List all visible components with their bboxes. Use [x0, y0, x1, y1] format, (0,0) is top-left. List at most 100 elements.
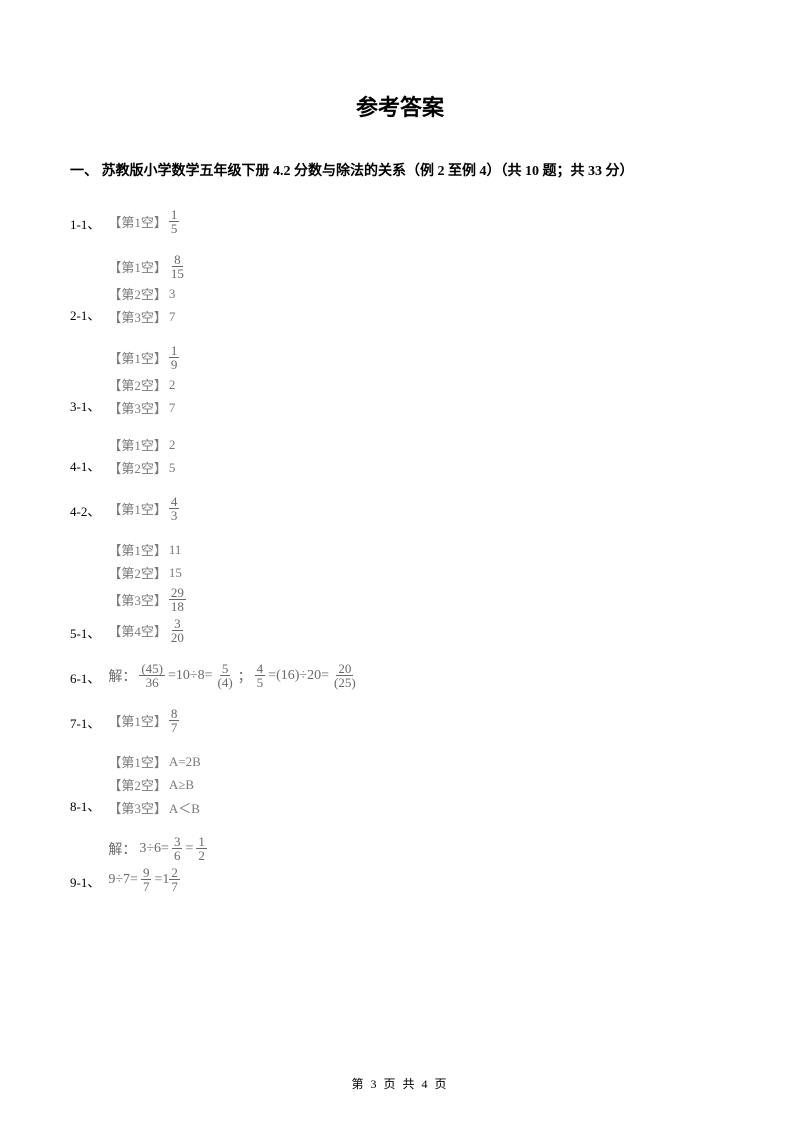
fraction: 2 7: [169, 866, 180, 893]
blank-line: 【第1空】 8 15: [108, 253, 186, 280]
fraction: 29 18: [169, 586, 186, 613]
blank-line: 【第1空】 2: [108, 435, 175, 454]
blank-value: 5: [169, 460, 176, 476]
eq-text: =(16)÷20=: [268, 668, 329, 684]
blank-tag: 【第1空】: [108, 711, 167, 730]
answer-5-1: 5-1、 【第1空】 11 【第2空】 15 【第3空】 29 18 【第4空】…: [70, 540, 730, 644]
blank-tag: 【第3空】: [108, 307, 167, 326]
blank-value: 2: [169, 437, 176, 453]
blank-line: 【第2空】 A≥B: [108, 775, 200, 794]
fraction: 1 5: [169, 208, 180, 235]
fraction: (45) 36: [139, 662, 165, 689]
blank-line: 【第4空】 3 20: [108, 617, 186, 644]
fraction: 3 20: [169, 617, 186, 644]
blank-tag: 【第1空】: [108, 540, 167, 559]
answer-2-1: 2-1、 【第1空】 8 15 【第2空】 3 【第3空】 7: [70, 253, 730, 326]
mixed-number: =1 2 7: [154, 866, 179, 893]
answer-content: 【第1空】 1 5: [108, 208, 179, 235]
answer-3-1: 3-1、 【第1空】 1 9 【第2空】 2 【第3空】 7: [70, 344, 730, 417]
blank-tag: 【第2空】: [108, 458, 167, 477]
blank-tag: 【第1空】: [108, 257, 167, 276]
answer-content: 【第1空】 11 【第2空】 15 【第3空】 29 18 【第4空】 3 20: [108, 540, 186, 644]
answer-label: 8-1、: [70, 796, 100, 817]
blank-line: 【第1空】 4 3: [108, 495, 179, 522]
blank-value: 15: [169, 565, 182, 581]
blank-tag: 【第2空】: [108, 375, 167, 394]
answer-content: 解： 3÷6= 3 6 = 1 2 9÷7= 9 7 =1 2 7: [108, 835, 207, 893]
section-header: 一、 苏教版小学数学五年级下册 4.2 分数与除法的关系（例 2 至例 4）（共…: [70, 160, 730, 180]
blank-tag: 【第2空】: [108, 284, 167, 303]
blank-line: 【第2空】 2: [108, 375, 179, 394]
eq-prefix: 解：: [108, 839, 136, 859]
blank-tag: 【第1空】: [108, 212, 167, 231]
equation-line-2: 9÷7= 9 7 =1 2 7: [108, 866, 207, 893]
blank-value: 11: [169, 542, 182, 558]
answer-label: 6-1、: [70, 668, 100, 689]
blank-tag: 【第2空】: [108, 775, 167, 794]
answer-content: 【第1空】 1 9 【第2空】 2 【第3空】 7: [108, 344, 179, 417]
blank-tag: 【第3空】: [108, 798, 167, 817]
answer-7-1: 7-1、 【第1空】 8 7: [70, 707, 730, 734]
blank-value: 7: [169, 400, 176, 416]
answer-label: 4-2、: [70, 501, 100, 522]
answer-content: 【第1空】 A=2B 【第2空】 A≥B 【第3空】 A＜B: [108, 752, 200, 817]
blank-tag: 【第1空】: [108, 348, 167, 367]
answer-1-1: 1-1、 【第1空】 1 5: [70, 208, 730, 235]
answer-label: 3-1、: [70, 396, 100, 417]
eq-text: =10÷8=: [168, 668, 212, 684]
answer-label: 7-1、: [70, 713, 100, 734]
answer-content: 【第1空】 8 15 【第2空】 3 【第3空】 7: [108, 253, 186, 326]
blank-value: A＜B: [169, 798, 200, 817]
fraction: 9 7: [141, 866, 152, 893]
fraction: 3 6: [172, 835, 183, 862]
eq-text: =: [185, 841, 193, 857]
blank-line: 【第1空】 11: [108, 540, 186, 559]
blank-line: 【第1空】 A=2B: [108, 752, 200, 771]
eq-text: 3÷6=: [139, 841, 169, 857]
blank-line: 【第2空】 5: [108, 458, 175, 477]
answer-label: 1-1、: [70, 214, 100, 235]
answer-content: 【第1空】 4 3: [108, 495, 179, 522]
blank-tag: 【第3空】: [108, 590, 167, 609]
blank-tag: 【第1空】: [108, 435, 167, 454]
blank-line: 【第3空】 29 18: [108, 586, 186, 613]
blank-line: 【第3空】 A＜B: [108, 798, 200, 817]
eq-prefix: 解：: [108, 666, 136, 686]
eq-text: 9÷7=: [108, 872, 138, 888]
equation-line-1: 解： 3÷6= 3 6 = 1 2: [108, 835, 207, 862]
blank-line: 【第2空】 15: [108, 563, 186, 582]
blank-value: A≥B: [169, 777, 194, 793]
blank-tag: 【第3空】: [108, 398, 167, 417]
answer-label: 9-1、: [70, 872, 100, 893]
blank-value: 7: [169, 309, 176, 325]
fraction: 4 5: [255, 662, 266, 689]
answer-label: 4-1、: [70, 456, 100, 477]
answer-content: 【第1空】 8 7: [108, 707, 179, 734]
blank-tag: 【第1空】: [108, 499, 167, 518]
fraction: 8 7: [169, 707, 180, 734]
fraction: 20 (25): [332, 662, 358, 689]
eq-sep: ；: [238, 666, 252, 686]
blank-value: 3: [169, 286, 176, 302]
answer-4-1: 4-1、 【第1空】 2 【第2空】 5: [70, 435, 730, 477]
equation: 解： (45) 36 =10÷8= 5 (4) ； 4 5 =(16)÷20= …: [108, 662, 357, 689]
blank-line: 【第1空】 1 5: [108, 208, 179, 235]
page-title: 参考答案: [70, 90, 730, 122]
fraction: 4 3: [169, 495, 180, 522]
fraction: 1 9: [169, 344, 180, 371]
blank-value: 2: [169, 377, 176, 393]
blank-tag: 【第1空】: [108, 752, 167, 771]
blank-value: A=2B: [169, 754, 201, 770]
blank-line: 【第1空】 1 9: [108, 344, 179, 371]
answer-8-1: 8-1、 【第1空】 A=2B 【第2空】 A≥B 【第3空】 A＜B: [70, 752, 730, 817]
eq-text: =1: [154, 872, 169, 888]
answer-4-2: 4-2、 【第1空】 4 3: [70, 495, 730, 522]
fraction: 8 15: [169, 253, 186, 280]
blank-line: 【第2空】 3: [108, 284, 186, 303]
page-footer: 第 3 页 共 4 页: [0, 1075, 800, 1092]
answer-content: 【第1空】 2 【第2空】 5: [108, 435, 175, 477]
answer-label: 2-1、: [70, 305, 100, 326]
blank-line: 【第1空】 8 7: [108, 707, 179, 734]
answer-9-1: 9-1、 解： 3÷6= 3 6 = 1 2 9÷7= 9 7 =1: [70, 835, 730, 893]
fraction: 5 (4): [216, 662, 235, 689]
